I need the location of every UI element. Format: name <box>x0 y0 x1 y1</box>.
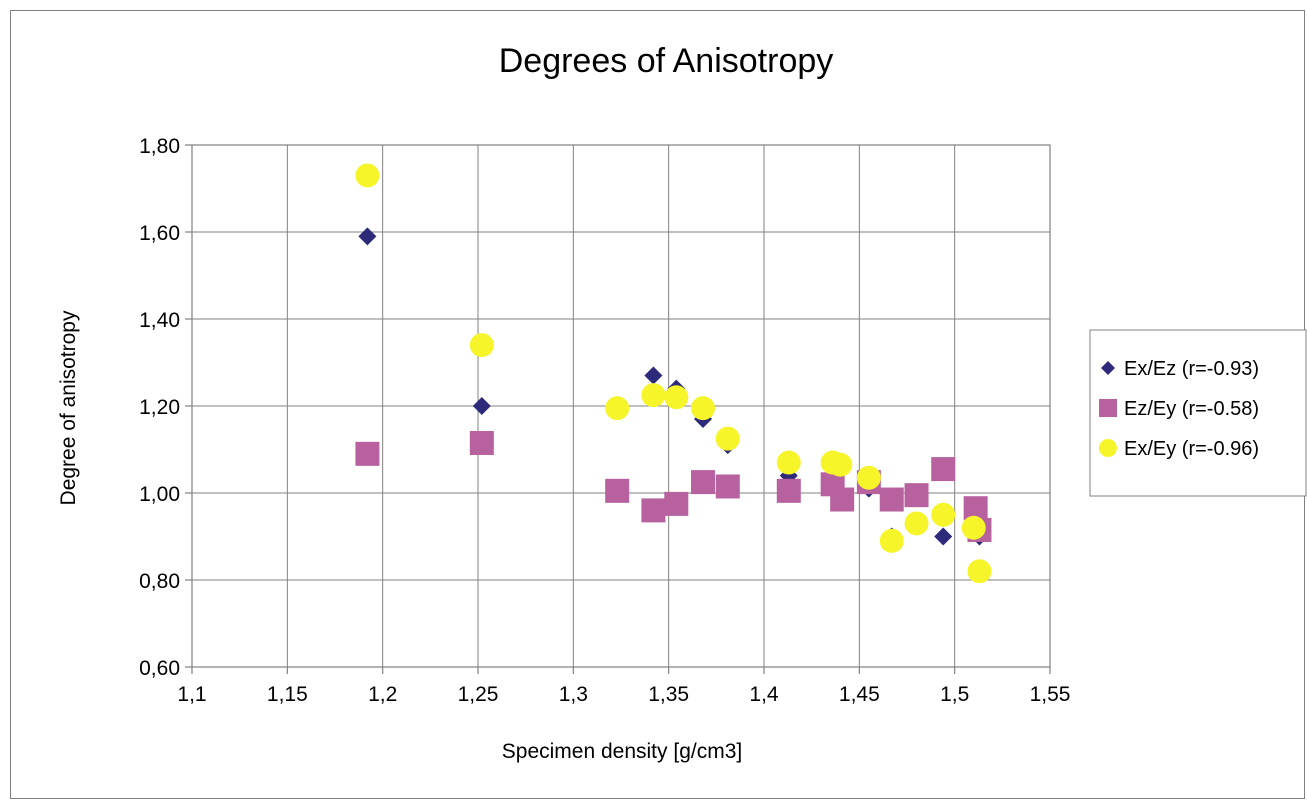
circle-point <box>641 383 666 408</box>
y-tick-label: 1,00 <box>139 483 180 506</box>
circle-point <box>828 452 853 477</box>
diamond-point <box>472 397 491 415</box>
legend-label: Ex/Ey (r=-0.96) <box>1124 438 1259 460</box>
square-point <box>830 487 855 512</box>
diamond-point <box>934 527 953 546</box>
square-point <box>963 496 988 521</box>
square-point <box>776 478 801 503</box>
circle-point <box>469 333 494 358</box>
circle-point <box>931 502 956 527</box>
square-point <box>605 478 630 503</box>
y-axis-label: Degree of anisotropy <box>57 310 80 505</box>
x-tick-label: 1,3 <box>559 683 588 706</box>
circle-point <box>664 385 689 410</box>
legend-marker-diamond <box>1101 361 1115 375</box>
square-point <box>904 483 929 508</box>
diamond-point <box>644 366 663 385</box>
x-tick-label: 1,55 <box>1030 683 1071 706</box>
x-tick-label: 1,35 <box>648 683 689 706</box>
square-point <box>690 470 715 495</box>
x-tick-label: 1,15 <box>267 683 308 706</box>
x-axis-ticks: 1,1 1,15 1,2 1,25 1,3 1,35 1,4 1,45 1,5 1,55 <box>177 667 1070 706</box>
y-tick-label: 0,80 <box>139 570 180 593</box>
circle-point <box>967 559 992 584</box>
legend-marker-square <box>1099 399 1117 417</box>
square-point <box>715 474 740 499</box>
square-point <box>355 441 380 466</box>
square-point <box>664 491 689 516</box>
circle-point <box>715 426 740 451</box>
data-points <box>355 163 992 584</box>
circle-point <box>904 511 929 536</box>
circle-point <box>355 163 380 188</box>
circle-point <box>690 396 715 421</box>
y-tick-label: 1,80 <box>139 135 180 158</box>
x-tick-label: 1,45 <box>839 683 880 706</box>
circle-point <box>961 515 986 540</box>
legend-label: Ex/Ez (r=-0.93) <box>1124 358 1259 380</box>
legend: Ex/Ez (r=-0.93) Ez/Ey (r=-0.58) Ex/Ey (r=-… <box>1089 329 1307 497</box>
y-axis-ticks: 0,60 0,80 1,00 1,20 1,40 1,60 1,80 <box>139 135 192 680</box>
x-tick-label: 1,5 <box>940 683 969 706</box>
legend-marker-circle <box>1099 439 1117 457</box>
circle-point <box>856 465 881 490</box>
circle-point <box>776 450 801 475</box>
x-tick-label: 1,25 <box>458 683 499 706</box>
circle-point <box>879 528 904 553</box>
legend-label: Ez/Ey (r=-0.58) <box>1124 398 1259 420</box>
circle-point <box>605 396 630 421</box>
y-tick-label: 1,40 <box>139 309 180 332</box>
y-tick-label: 0,60 <box>139 657 180 680</box>
square-point <box>931 457 956 482</box>
diamond-point <box>358 227 377 246</box>
y-tick-label: 1,60 <box>139 222 180 245</box>
legend-box <box>1089 329 1307 497</box>
chart-title: Degrees of Anisotropy <box>499 42 834 80</box>
square-point <box>641 498 666 523</box>
square-point <box>879 487 904 512</box>
x-tick-label: 1,1 <box>177 683 206 706</box>
series-square <box>355 430 992 542</box>
x-tick-label: 1,4 <box>749 683 779 706</box>
series-circle <box>355 163 992 584</box>
x-axis-label: Specimen density [g/cm3] <box>502 740 742 763</box>
x-tick-label: 1,2 <box>368 683 397 706</box>
y-tick-label: 1,20 <box>139 396 180 419</box>
square-point <box>469 430 494 455</box>
